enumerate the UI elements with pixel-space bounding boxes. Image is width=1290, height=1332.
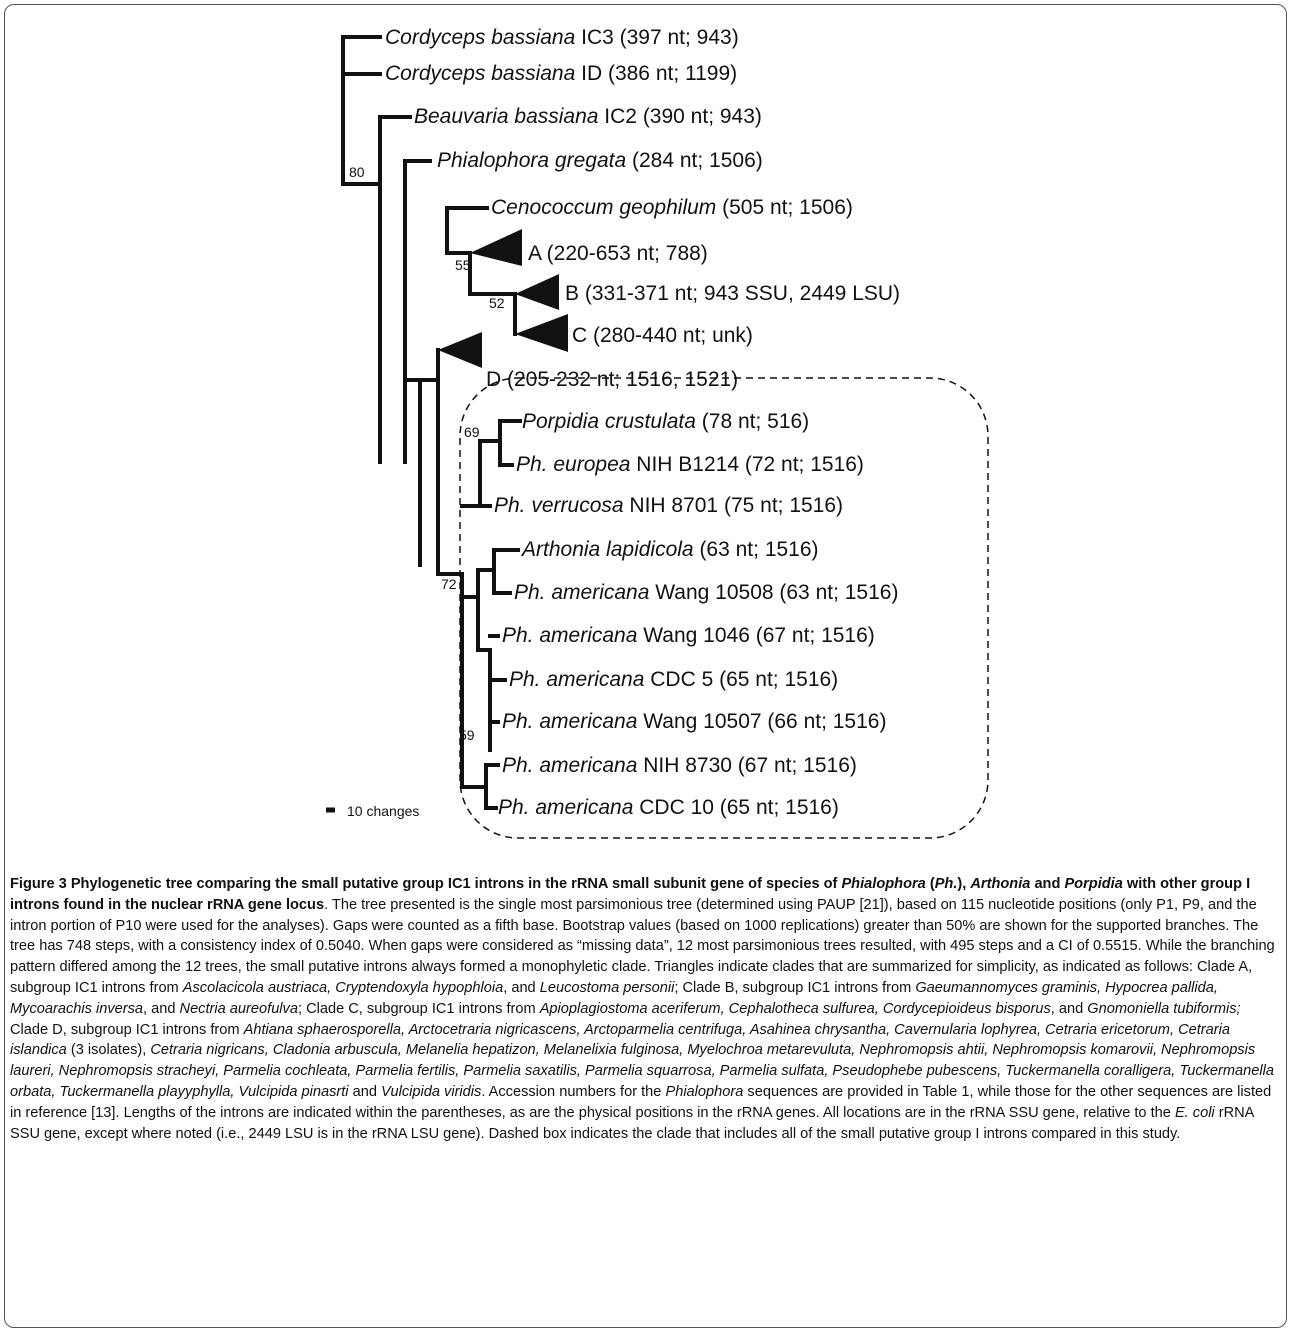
clade-a-triangle: [470, 229, 522, 266]
bootstrap-value: 59: [459, 727, 475, 743]
leaf-label-clade-a: A (220-653 nt; 788): [528, 242, 708, 265]
leaf-label-cb-id: Cordyceps bassiana ID (386 nt; 1199): [385, 62, 737, 85]
leaf-label-pv: Ph. verrucosa NIH 8701 (75 nt; 1516): [494, 494, 843, 517]
leaf-label-cb-ic3: Cordyceps bassiana IC3 (397 nt; 943): [385, 26, 739, 49]
phylogenetic-tree: 10 changes Cordyceps bassiana IC3 (397 n…: [326, 26, 989, 839]
leaf-label-pc: Porpidia crustulata (78 nt; 516): [522, 410, 809, 433]
bootstrap-labels: 80 55 52 69 72 59: [349, 164, 505, 743]
clade-b-triangle: [515, 274, 559, 310]
leaf-label-clade-c: C (280-440 nt; unk): [572, 324, 753, 347]
leaf-label-pa8730: Ph. americana NIH 8730 (67 nt; 1516): [502, 754, 857, 777]
leaf-label-pa10508: Ph. americana Wang 10508 (63 nt; 1516): [514, 581, 898, 604]
leaf-label-pacdc5: Ph. americana CDC 5 (65 nt; 1516): [509, 668, 838, 691]
leaf-label-clade-d: D (205-232 nt; 1516, 1521): [486, 368, 738, 391]
leaf-label-clade-b: B (331-371 nt; 943 SSU, 2449 LSU): [565, 282, 900, 305]
leaf-label-bb-ic2: Beauvaria bassiana IC2 (390 nt; 943): [414, 105, 762, 128]
figure-frame: [4, 4, 1287, 1328]
clade-d-triangle: [438, 332, 482, 368]
caption-text: Figure 3 Phylogenetic tree comparing the…: [10, 876, 1275, 1142]
leaf-label-al: Arthonia lapidicola (63 nt; 1516): [520, 538, 819, 561]
bootstrap-value: 52: [489, 295, 505, 311]
leaf-labels: Cordyceps bassiana IC3 (397 nt; 943) Cord…: [385, 26, 900, 819]
leaf-label-pa10507: Ph. americana Wang 10507 (66 nt; 1516): [502, 710, 886, 733]
bootstrap-value: 69: [464, 424, 480, 440]
leaf-label-cg: Cenococcum geophilum (505 nt; 1506): [491, 196, 853, 219]
bootstrap-value: 72: [441, 576, 457, 592]
leaf-label-pg: Phialophora gregata (284 nt; 1506): [437, 149, 763, 172]
clade-c-triangle: [515, 314, 568, 352]
scale-label: 10 changes: [347, 803, 419, 819]
leaf-label-pacdc10: Ph. americana CDC 10 (65 nt; 1516): [498, 796, 839, 819]
leaf-label-pe: Ph. europea NIH B1214 (72 nt; 1516): [516, 453, 864, 476]
leaf-label-pa1046: Ph. americana Wang 1046 (67 nt; 1516): [502, 624, 875, 647]
bootstrap-value: 80: [349, 164, 365, 180]
tree-branches: [341, 35, 522, 810]
figure-caption: Figure 3 Phylogenetic tree comparing the…: [10, 874, 1280, 1144]
bootstrap-value: 55: [455, 257, 471, 273]
